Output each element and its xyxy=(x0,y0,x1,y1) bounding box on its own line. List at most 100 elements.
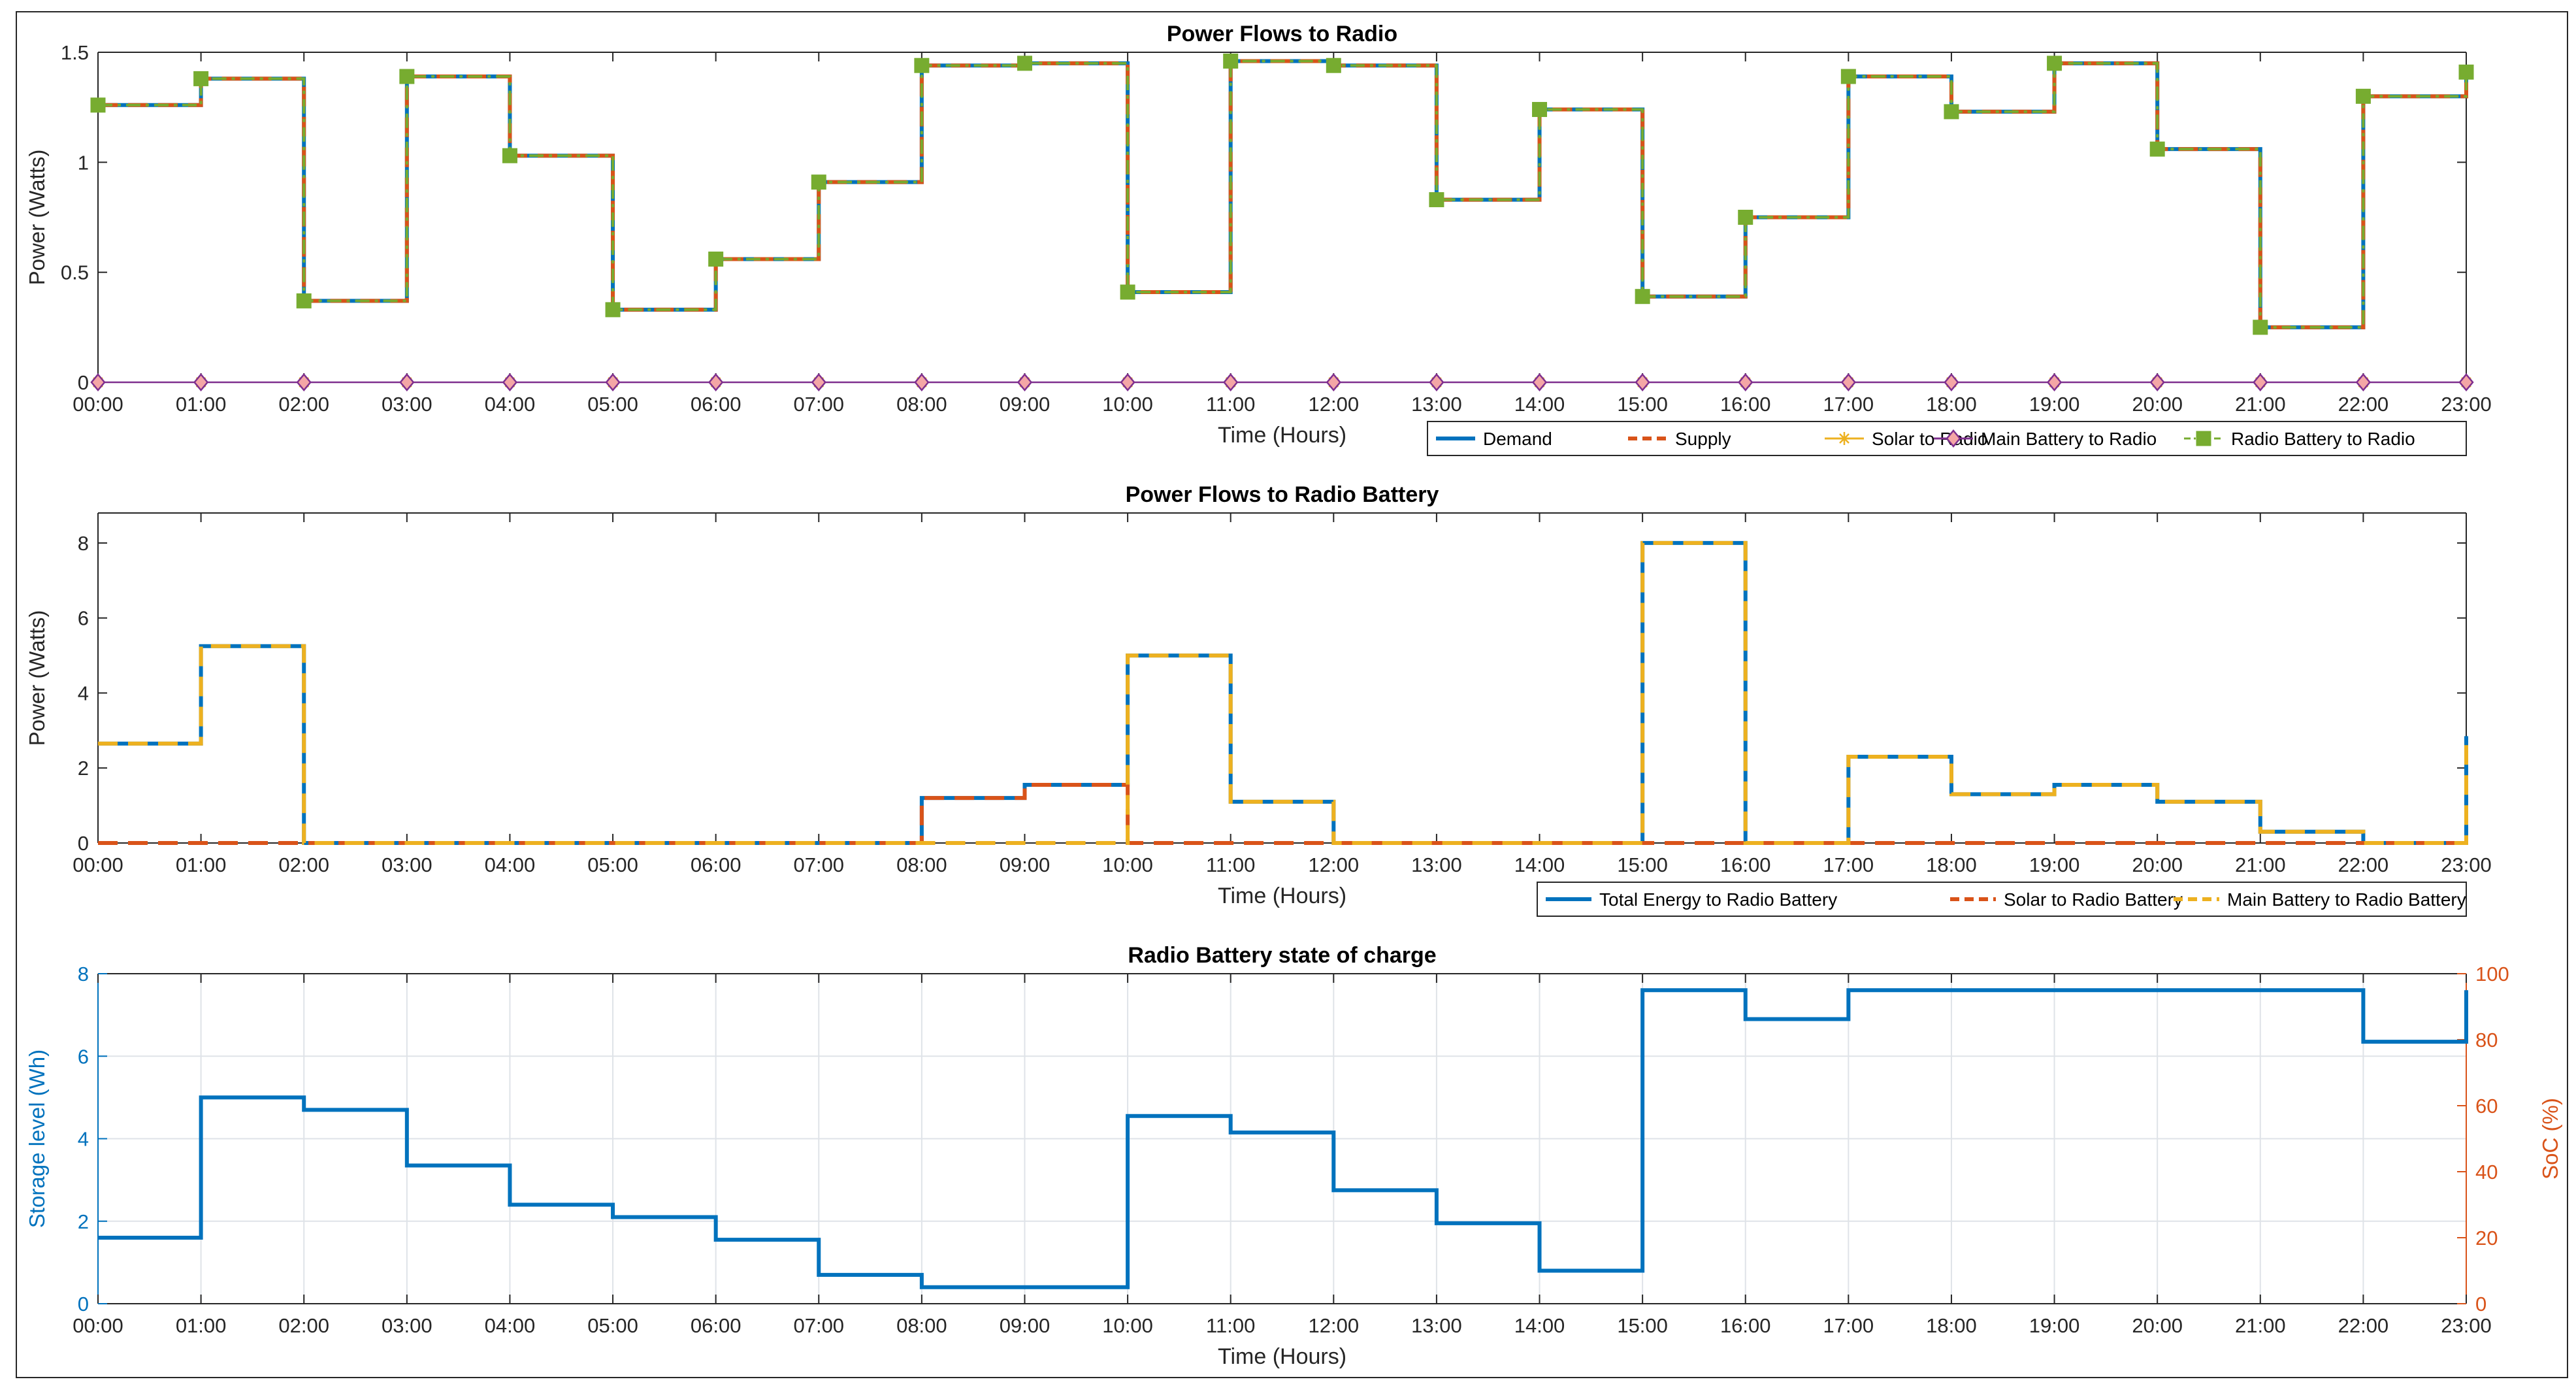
x-tick-label: 21:00 xyxy=(2235,393,2286,416)
series-4-marker xyxy=(2253,320,2268,335)
series-3-marker xyxy=(296,373,312,391)
x-tick-label: 23:00 xyxy=(2441,393,2492,416)
x-tick-label: 17:00 xyxy=(1823,1314,1874,1337)
x-tick-label: 23:00 xyxy=(2441,853,2492,876)
x-tick-label: 09:00 xyxy=(1000,853,1051,876)
series-4-marker xyxy=(502,148,517,163)
legend-label-4: Radio Battery to Radio xyxy=(2231,429,2415,449)
x-tick-label: 10:00 xyxy=(1102,393,1153,416)
x-tick-label: 23:00 xyxy=(2441,1314,2492,1337)
x-tick-label: 00:00 xyxy=(73,1314,123,1337)
x-tick-label: 10:00 xyxy=(1102,1314,1153,1337)
x-tick-label: 07:00 xyxy=(793,853,844,876)
y-tick-label: 0 xyxy=(78,832,89,855)
x-tick-label: 21:00 xyxy=(2235,1314,2286,1337)
series-3-marker xyxy=(502,373,518,391)
series-4-marker xyxy=(1532,102,1548,118)
y-axis-label: Power (Watts) xyxy=(25,610,49,746)
x-tick-label: 02:00 xyxy=(278,853,329,876)
x-tick-label: 01:00 xyxy=(176,1314,227,1337)
x-tick-label: 14:00 xyxy=(1514,393,1565,416)
x-tick-label: 17:00 xyxy=(1823,853,1874,876)
series-4-marker xyxy=(2355,88,2371,104)
series-line-2 xyxy=(98,540,2468,845)
x-tick-label: 14:00 xyxy=(1514,853,1565,876)
series-4-marker xyxy=(1223,53,1239,69)
x-tick-label: 15:00 xyxy=(1617,853,1668,876)
x-tick-label: 15:00 xyxy=(1617,393,1668,416)
legend-label-3: Main Battery to Radio xyxy=(1981,429,2157,449)
x-tick-label: 18:00 xyxy=(1926,393,1977,416)
y2-tick-label: 0 xyxy=(2475,1293,2486,1315)
x-tick-label: 18:00 xyxy=(1926,1314,1977,1337)
y-tick-label: 1 xyxy=(78,151,89,174)
x-tick-label: 11:00 xyxy=(1206,1314,1255,1337)
x-tick-label: 04:00 xyxy=(485,853,536,876)
y-tick-label: 2 xyxy=(78,757,89,780)
series-4-marker xyxy=(2458,64,2474,80)
x-axis-label: Time (Hours) xyxy=(1218,1344,1346,1369)
x-tick-label: 13:00 xyxy=(1411,393,1462,416)
y-tick-label: 1.5 xyxy=(61,41,89,64)
series-4-marker xyxy=(1635,289,1650,305)
series-3-marker xyxy=(1635,373,1650,391)
y-tick-label: 0 xyxy=(78,371,89,394)
x-tick-label: 20:00 xyxy=(2132,1314,2183,1337)
x-tick-label: 22:00 xyxy=(2338,853,2389,876)
x-tick-label: 15:00 xyxy=(1617,1314,1668,1337)
legend-marker-2 xyxy=(1838,432,1851,445)
series-3-marker xyxy=(399,373,415,391)
chart-title: Radio Battery state of charge xyxy=(1128,943,1436,968)
chart-title: Power Flows to Radio xyxy=(1167,22,1397,46)
x-axis-label: Time (Hours) xyxy=(1218,423,1346,448)
figure-frame xyxy=(16,11,2568,1378)
chart-power-flows-to-radio-battery: 00:00 01:00 02:00 03:00 04:00 05:00 06:00 07:00… xyxy=(25,482,2492,917)
y-axis-label: Storage level (Wh) xyxy=(25,1049,49,1228)
series-4-marker xyxy=(193,71,209,86)
series-3-marker xyxy=(605,373,621,391)
x-tick-label: 13:00 xyxy=(1411,1314,1462,1337)
series-3-marker xyxy=(708,373,724,391)
x-tick-label: 16:00 xyxy=(1720,853,1771,876)
x-tick-label: 07:00 xyxy=(793,1314,844,1337)
x-tick-label: 03:00 xyxy=(382,1314,432,1337)
x-tick-label: 03:00 xyxy=(382,393,432,416)
legend-label-1: Solar to Radio Battery xyxy=(2004,889,2183,910)
x-tick-label: 07:00 xyxy=(793,393,844,416)
x-tick-label: 16:00 xyxy=(1720,393,1771,416)
series-4-marker xyxy=(1429,192,1444,208)
x-tick-label: 19:00 xyxy=(2029,393,2080,416)
y2-tick-label: 100 xyxy=(2475,963,2509,985)
legend-marker-3 xyxy=(1946,429,1961,448)
x-tick-label: 04:00 xyxy=(485,1314,536,1337)
x-tick-label: 19:00 xyxy=(2029,853,2080,876)
x-tick-label: 13:00 xyxy=(1411,853,1462,876)
series-4-marker xyxy=(1120,284,1135,300)
y-axis-label: Power (Watts) xyxy=(25,150,49,286)
legend-label-2: Main Battery to Radio Battery xyxy=(2227,889,2466,910)
y-tick-label: 6 xyxy=(78,607,89,630)
series-4-marker xyxy=(1326,58,1341,73)
series-3-marker xyxy=(2149,373,2165,391)
series-4-marker xyxy=(1017,56,1032,71)
x-tick-label: 06:00 xyxy=(691,853,742,876)
series-3-marker xyxy=(2458,373,2474,391)
x-tick-label: 01:00 xyxy=(176,393,227,416)
x-tick-label: 06:00 xyxy=(691,393,742,416)
series-line-0 xyxy=(98,988,2468,1289)
y-tick-label: 4 xyxy=(78,682,89,704)
x-tick-label: 04:00 xyxy=(485,393,536,416)
series-4-marker xyxy=(2047,56,2062,71)
x-tick-label: 17:00 xyxy=(1823,393,1874,416)
y-tick-label: 2 xyxy=(78,1210,89,1233)
x-tick-label: 00:00 xyxy=(73,393,123,416)
series-3-marker xyxy=(1429,373,1444,391)
x-tick-label: 09:00 xyxy=(1000,393,1051,416)
x-tick-label: 12:00 xyxy=(1309,393,1360,416)
x-tick-label: 11:00 xyxy=(1206,853,1255,876)
series-3-marker xyxy=(90,373,106,391)
series-3-marker xyxy=(914,373,930,391)
x-tick-label: 10:00 xyxy=(1102,853,1153,876)
series-3-marker xyxy=(1531,373,1548,391)
